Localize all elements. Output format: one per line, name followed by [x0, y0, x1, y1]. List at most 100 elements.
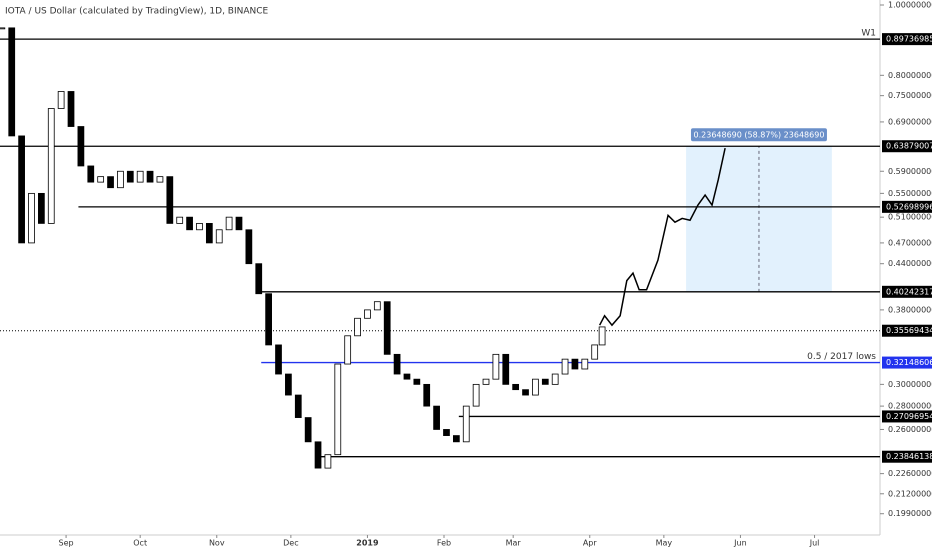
candle — [205, 223, 213, 244]
level-label: 0.35569434 — [886, 326, 932, 335]
level-label-bg — [882, 410, 932, 423]
x-tick-label: Apr — [583, 539, 598, 548]
candle — [255, 263, 263, 295]
candle — [403, 373, 411, 380]
candle — [581, 358, 589, 370]
candle — [57, 91, 65, 109]
y-tick-label: 0.75000000 — [888, 91, 932, 100]
candle — [107, 176, 114, 189]
candle — [235, 216, 243, 231]
y-tick-label: 0.69000000 — [888, 117, 932, 126]
candle — [146, 170, 154, 183]
candle — [551, 373, 559, 385]
candle — [285, 373, 292, 396]
y-tick-label: 0.59000000 — [888, 167, 932, 176]
candle — [8, 27, 16, 137]
candle — [383, 301, 391, 355]
candle — [453, 435, 460, 443]
candle — [462, 405, 470, 443]
level-label-bg — [882, 285, 932, 298]
candle — [423, 383, 431, 407]
y-tick-label: 0.21200000 — [888, 489, 932, 498]
x-tick-label: Nov — [209, 539, 225, 548]
candle — [166, 176, 174, 224]
level-label-bg — [882, 140, 932, 153]
candle — [156, 176, 164, 183]
x-tick-label: 2019 — [356, 539, 379, 548]
candle — [472, 383, 480, 407]
candle — [265, 293, 272, 346]
level-label: 0.52698996 — [886, 202, 932, 211]
y-tick-label: 0.22600000 — [888, 469, 932, 478]
candle — [512, 383, 520, 391]
chart-title: IOTA / US Dollar (calculated by TradingV… — [5, 7, 269, 17]
candle — [324, 454, 332, 469]
candle — [126, 170, 134, 183]
candle — [482, 378, 490, 385]
candle — [0, 27, 6, 30]
y-tick-label: 0.26000000 — [888, 425, 932, 434]
y-tick-label: 1.00000000 — [888, 1, 932, 10]
level-label: 0.23846138 — [886, 452, 932, 461]
level-label: 0.27096954 — [886, 412, 932, 421]
candle — [433, 405, 440, 430]
candle — [225, 216, 233, 231]
candle — [245, 229, 253, 265]
y-tick-label: 0.30000000 — [888, 380, 932, 389]
candle — [275, 344, 282, 375]
candle — [117, 170, 124, 189]
candle — [364, 309, 371, 319]
candle — [532, 378, 539, 396]
candle — [413, 378, 421, 385]
candle — [18, 135, 25, 244]
candle — [47, 108, 55, 224]
y-tick-label: 0.51000000 — [888, 213, 932, 222]
x-tick-label: Jul — [809, 539, 820, 548]
level-label: 0.32148606 — [886, 358, 932, 367]
x-tick-label: Mar — [506, 539, 522, 548]
candle — [136, 170, 144, 183]
candle — [186, 216, 193, 231]
candle — [304, 417, 312, 443]
candle — [334, 363, 342, 456]
y-tick-label: 0.19900000 — [888, 509, 932, 518]
candle — [492, 353, 500, 380]
y-tick-label: 0.38000000 — [888, 305, 932, 314]
level-note: W1 — [861, 29, 876, 39]
candle — [598, 326, 606, 346]
candle — [502, 353, 510, 385]
candle — [38, 192, 45, 224]
candle — [87, 165, 95, 183]
measure-label-bg — [690, 128, 827, 142]
y-tick-label: 0.47000000 — [888, 238, 932, 247]
candle — [215, 229, 223, 244]
x-tick-label: Oct — [133, 539, 147, 548]
candle — [443, 429, 450, 436]
candle — [77, 126, 85, 167]
x-tick-label: Dec — [283, 539, 298, 548]
candle — [344, 335, 352, 365]
candle — [591, 344, 599, 360]
candle — [393, 353, 401, 375]
x-tick-label: May — [656, 539, 673, 548]
candle — [571, 358, 579, 370]
candle — [522, 389, 529, 396]
level-label: 0.63879007 — [886, 142, 932, 151]
candle — [196, 223, 203, 231]
y-tick-label: 0.55000000 — [888, 189, 932, 198]
x-tick-label: Jun — [733, 539, 747, 548]
candle — [373, 301, 381, 311]
candle — [28, 192, 35, 244]
candle — [176, 216, 184, 224]
measure-label: 0.23648690 (58.87%) 23648690 — [694, 131, 825, 140]
level-label-bg — [882, 450, 932, 463]
level-label-bg — [882, 200, 932, 213]
candle — [67, 91, 75, 127]
candle — [354, 317, 361, 337]
level-label-bg — [882, 33, 932, 46]
projection-path — [598, 147, 726, 327]
candle — [314, 441, 322, 469]
candle — [561, 358, 569, 375]
